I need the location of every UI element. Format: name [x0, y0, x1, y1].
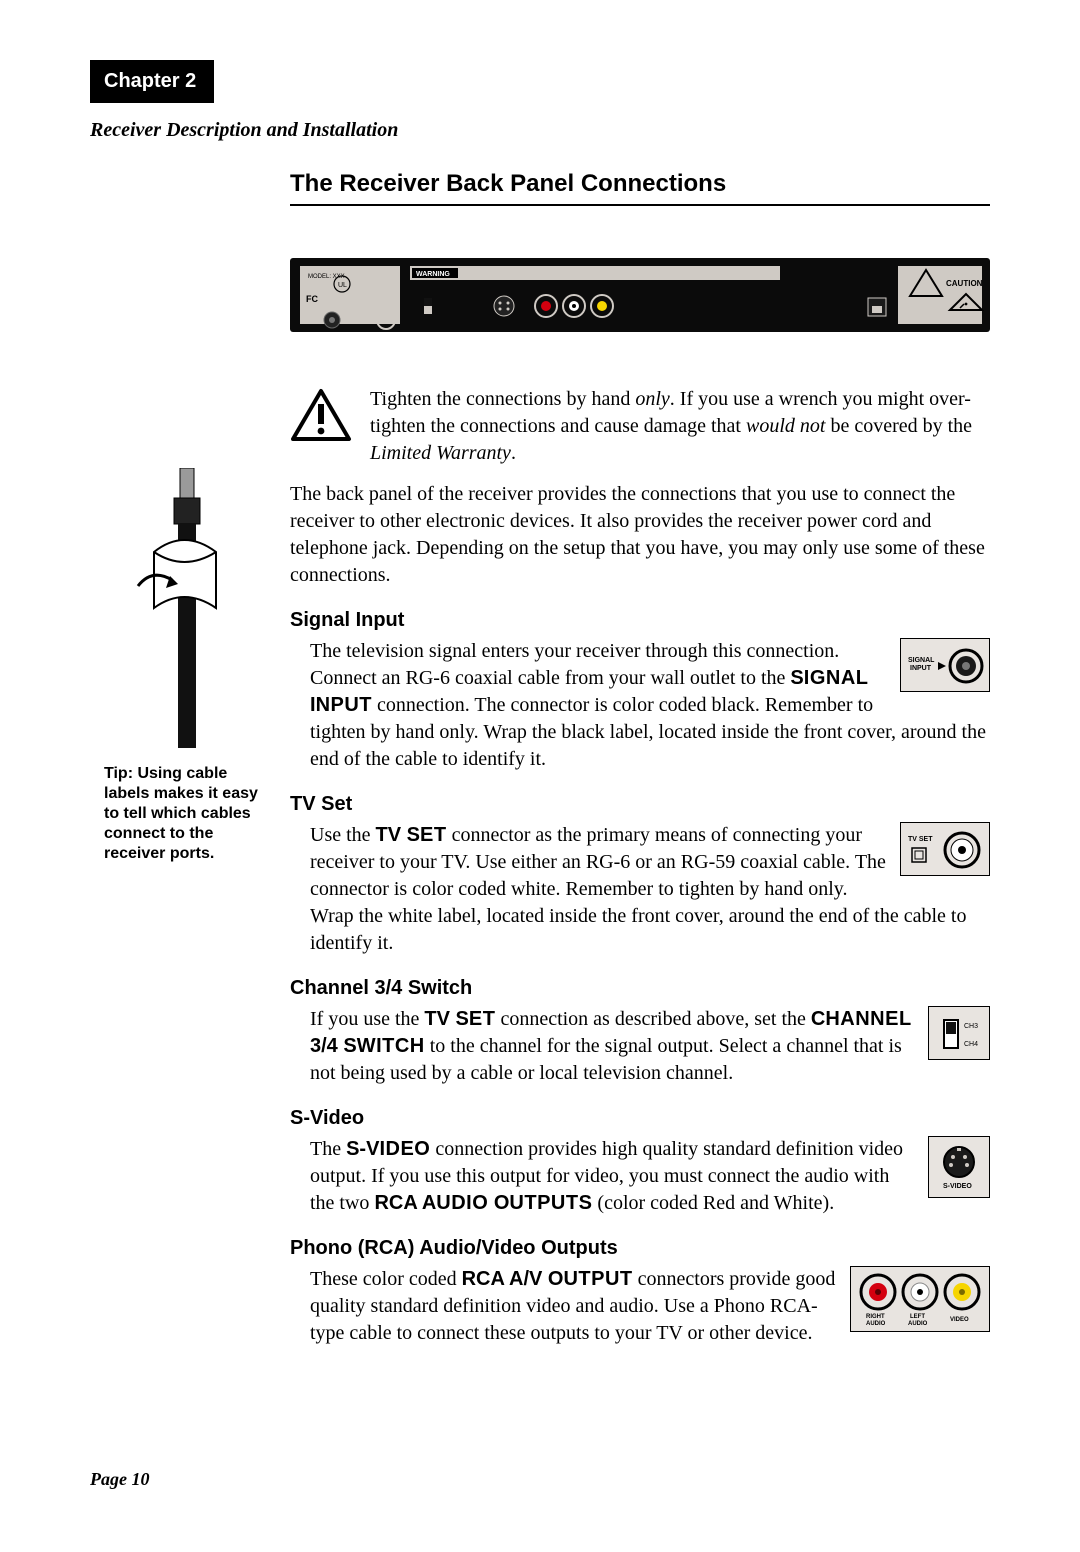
heading-rca: Phono (RCA) Audio/Video Outputs	[290, 1235, 990, 1262]
svg-text:FC: FC	[306, 294, 318, 304]
svg-text:CH3: CH3	[964, 1023, 978, 1030]
warning-icon	[290, 388, 352, 442]
body-tv-set: Use the TV SET connector as the primary …	[310, 822, 990, 957]
body-svideo: The S-VIDEO connection provides high qua…	[310, 1136, 990, 1217]
svg-text:UL: UL	[338, 282, 347, 289]
figure-signal-input: SIGNAL INPUT	[900, 638, 990, 692]
svg-text:VIDEO: VIDEO	[950, 1317, 969, 1323]
figure-rca: RIGHT AUDIO LEFT AUDIO VIDEO	[850, 1266, 990, 1332]
svg-text:TV SET: TV SET	[908, 836, 933, 843]
svg-text:CH4: CH4	[964, 1041, 978, 1048]
svg-text:LEFT: LEFT	[910, 1314, 925, 1320]
svg-text:AUDIO: AUDIO	[866, 1321, 886, 1327]
sidebar-tip: Tip: Using cable labels makes it easy to…	[90, 764, 280, 864]
sidebar: Tip: Using cable labels makes it easy to…	[90, 168, 280, 1347]
body-channel-switch: If you use the TV SET connection as desc…	[310, 1006, 990, 1087]
heading-signal-input: Signal Input	[290, 607, 990, 634]
heading-svideo: S-Video	[290, 1105, 990, 1132]
warning-text: Tighten the connections by hand only. If…	[370, 386, 990, 467]
heading-tv-set: TV Set	[290, 791, 990, 818]
heading-channel-switch: Channel 3/4 Switch	[290, 975, 990, 1002]
figure-svideo: S-VIDEO	[928, 1136, 990, 1198]
figure-tv-set: TV SET	[900, 822, 990, 876]
svg-text:INPUT: INPUT	[910, 665, 932, 672]
svg-text:SIGNAL: SIGNAL	[908, 657, 935, 664]
back-panel-figure: MODEL: XXX UL FC WARNING	[290, 254, 990, 344]
svg-text:S-VIDEO: S-VIDEO	[943, 1183, 972, 1190]
svg-text:AUDIO: AUDIO	[908, 1321, 928, 1327]
intro-paragraph: The back panel of the receiver provides …	[290, 481, 990, 589]
page-title: The Receiver Back Panel Connections	[290, 168, 990, 206]
cable-label-illustration	[120, 468, 250, 748]
svg-text:RIGHT: RIGHT	[866, 1314, 885, 1320]
page-subtitle: Receiver Description and Installation	[90, 117, 990, 144]
figure-channel-switch: CH3 CH4	[928, 1006, 990, 1060]
main-content: The Receiver Back Panel Connections MODE…	[290, 168, 990, 1347]
svg-text:WARNING: WARNING	[416, 271, 450, 278]
body-signal-input: The television signal enters your receiv…	[310, 638, 990, 773]
chapter-label: Chapter 2	[90, 60, 214, 103]
page-number: Page 10	[90, 1467, 990, 1491]
svg-text:CAUTION: CAUTION	[946, 279, 983, 288]
